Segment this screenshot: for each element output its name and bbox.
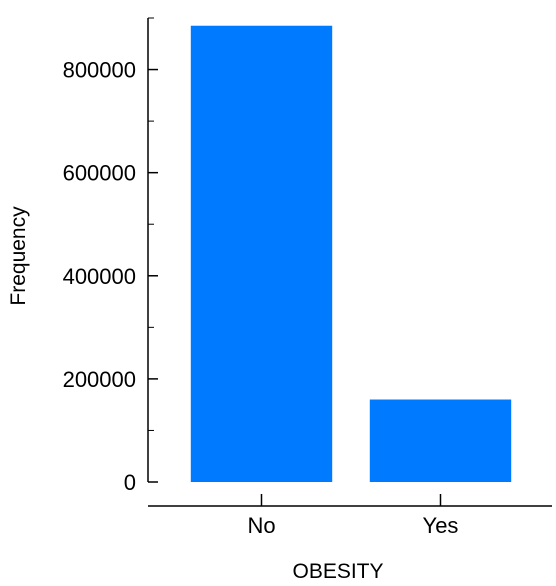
y-tick-label: 400000	[63, 264, 136, 289]
y-axis: 0 200000 400000 600000 800000	[63, 17, 158, 495]
y-tick-label: 600000	[63, 161, 136, 186]
bars	[190, 25, 512, 482]
y-tick-label: 0	[124, 470, 136, 495]
bar-no	[190, 25, 333, 482]
x-tick-label: Yes	[423, 513, 459, 538]
y-tick-label: 800000	[63, 58, 136, 83]
x-axis-title: OBESITY	[292, 560, 383, 583]
bar-yes	[369, 399, 512, 482]
y-axis-title: Frequency	[7, 206, 30, 306]
x-tick-label: No	[247, 513, 275, 538]
x-axis: No Yes	[148, 494, 552, 538]
y-tick-label: 200000	[63, 367, 136, 392]
